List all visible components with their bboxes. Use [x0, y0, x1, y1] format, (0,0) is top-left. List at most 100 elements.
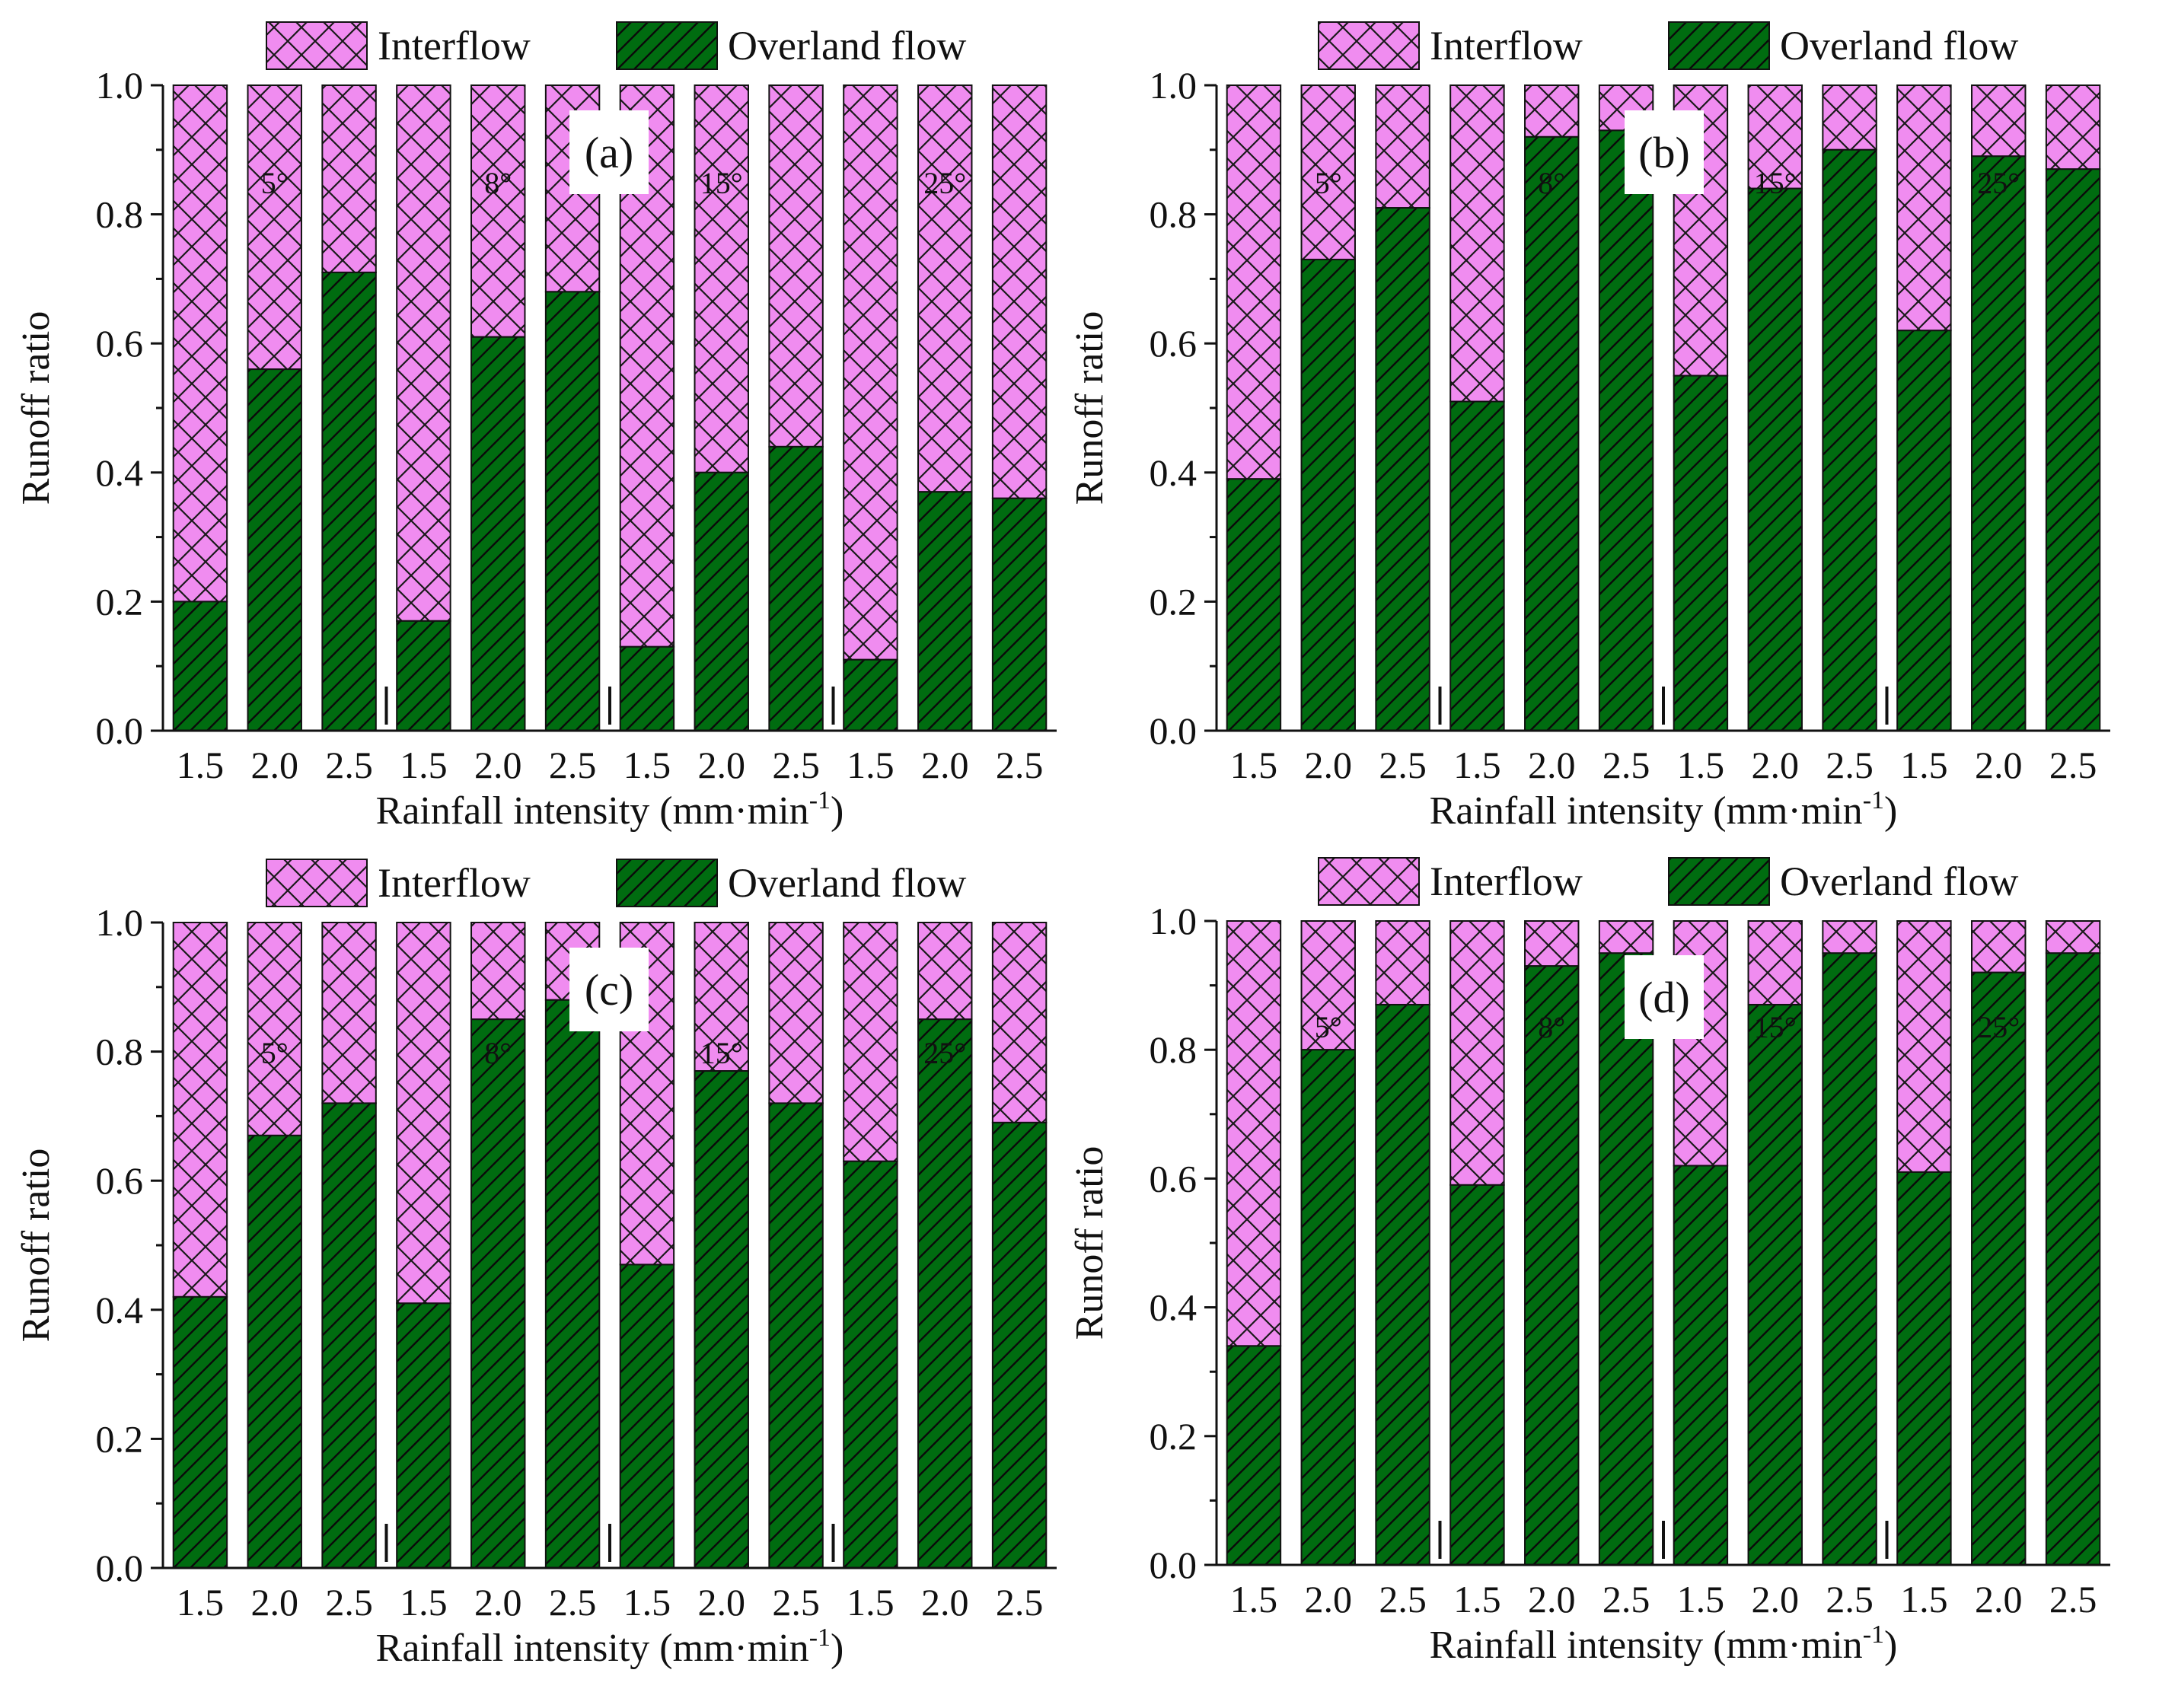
x-tick-label: 2.5: [1603, 1578, 1650, 1620]
bar-interflow: [1226, 920, 1282, 1347]
x-tick-label: 2.5: [1826, 1578, 1874, 1620]
x-tick-label: 2.0: [251, 744, 299, 786]
bar-overland-flow: [396, 620, 451, 732]
bar-overland-flow: [843, 658, 898, 731]
bar-overland-flow: [1747, 1003, 1803, 1566]
y-tick-label: 0.0: [1150, 709, 1197, 752]
bar-interflow: [172, 84, 228, 603]
panel-label-box: [1625, 955, 1704, 1039]
bar-interflow: [247, 922, 302, 1136]
bar-overland-flow: [1747, 187, 1803, 731]
x-tick-label: 2.5: [772, 1581, 820, 1624]
y-tick-label: 1.0: [1150, 900, 1197, 942]
x-tick-label: 2.0: [474, 1581, 522, 1624]
legend-label-overland-flow: Overland flow: [1780, 859, 2018, 904]
legend-label-overland-flow: Overland flow: [1780, 23, 2018, 69]
bar-overland-flow: [1673, 1165, 1729, 1566]
bar-overland-flow: [2045, 952, 2101, 1566]
legend-swatch-overland-flow: [616, 21, 718, 70]
y-tick-label: 0.8: [96, 1031, 144, 1073]
x-tick-label: 2.5: [549, 1581, 597, 1624]
legend-swatch-overland-flow: [1668, 857, 1770, 906]
x-tick-label: 2.0: [921, 1581, 969, 1624]
bar-overland-flow: [321, 271, 377, 732]
bar-overland-flow: [396, 1302, 451, 1569]
bar-overland-flow: [1971, 155, 2027, 731]
bar-interflow: [247, 84, 302, 371]
slope-label: 5°: [261, 1036, 289, 1070]
legend-label-interflow: Interflow: [1430, 859, 1583, 904]
x-tick-label: 2.0: [1528, 744, 1576, 786]
y-axis-title: Runoff ratio: [1068, 311, 1111, 505]
x-tick-label: 1.5: [1900, 1578, 1948, 1620]
bar-overland-flow: [1226, 1345, 1282, 1566]
y-tick-label: 1.0: [96, 64, 144, 107]
y-tick-label: 0.4: [1150, 451, 1197, 494]
bar-interflow: [396, 84, 451, 622]
bar-overland-flow: [917, 1018, 973, 1569]
bar-overland-flow: [470, 1018, 526, 1569]
slope-label: 15°: [1754, 1010, 1797, 1044]
x-tick-label: 1.5: [1453, 744, 1501, 786]
x-tick-label: 2.0: [1752, 1578, 1800, 1620]
x-tick-label: 1.5: [623, 744, 671, 786]
legend-swatch-interflow: [266, 21, 368, 70]
y-tick-label: 0.8: [96, 193, 144, 236]
y-tick-label: 0.4: [96, 1289, 144, 1331]
bar-overland-flow: [768, 1102, 824, 1569]
y-tick-label: 0.0: [96, 709, 144, 752]
y-tick-label: 0.6: [96, 1159, 144, 1202]
legend-swatch-overland-flow: [1668, 21, 1770, 70]
x-tick-label: 2.0: [698, 1581, 746, 1624]
bar-overland-flow: [247, 368, 302, 731]
bar-interflow: [1375, 920, 1430, 1005]
bar-interflow: [1449, 920, 1505, 1186]
bar-interflow: [1226, 84, 1282, 480]
bar-overland-flow: [1375, 207, 1430, 731]
bar-overland-flow: [470, 336, 526, 732]
y-tick-label: 0.4: [1150, 1286, 1197, 1329]
slope-label: 8°: [484, 166, 512, 200]
legend-label-overland-flow: Overland flow: [728, 23, 966, 69]
bar-overland-flow: [1598, 952, 1654, 1566]
x-tick-label: 2.5: [549, 744, 597, 786]
slope-label: 15°: [700, 1036, 743, 1070]
x-tick-label: 1.5: [1677, 744, 1725, 786]
y-axis-title: Runoff ratio: [14, 311, 58, 505]
x-tick-label: 1.5: [847, 1581, 895, 1624]
bar-interflow: [1822, 84, 1877, 151]
bar-overland-flow: [1896, 1171, 1952, 1566]
y-tick-label: 0.6: [96, 322, 144, 365]
x-tick-label: 2.5: [1379, 1578, 1427, 1620]
x-tick-label: 2.0: [1305, 1578, 1353, 1620]
bar-interflow: [694, 84, 749, 473]
panel-label-box: [569, 110, 649, 194]
bar-interflow: [1449, 84, 1505, 403]
legend-label-interflow: Interflow: [378, 860, 531, 906]
bar-interflow: [1971, 84, 2027, 158]
slope-label: 5°: [1315, 166, 1342, 200]
bar-interflow: [1896, 920, 1952, 1173]
x-tick-label: 2.0: [1975, 744, 2023, 786]
slope-label: 8°: [484, 1036, 512, 1070]
x-tick-label: 2.5: [772, 744, 820, 786]
bar-overland-flow: [1524, 965, 1580, 1566]
x-tick-label: 2.0: [698, 744, 746, 786]
bar-interflow: [1971, 920, 2027, 973]
bar-overland-flow: [544, 999, 601, 1569]
bar-overland-flow: [172, 1295, 228, 1569]
bar-overland-flow: [1375, 1003, 1430, 1566]
bar-overland-flow: [694, 471, 749, 731]
bar-overland-flow: [1822, 148, 1877, 732]
bar-overland-flow: [619, 1263, 675, 1569]
slope-label: 25°: [1977, 1010, 2020, 1044]
y-tick-label: 0.2: [96, 1417, 144, 1460]
bar-overland-flow: [247, 1134, 302, 1569]
bar-overland-flow: [1598, 129, 1654, 732]
slope-label: 25°: [923, 166, 966, 200]
x-axis-title: Rainfall intensity (mm·min-1): [376, 786, 844, 833]
y-tick-label: 0.2: [1150, 580, 1197, 623]
y-tick-label: 0.6: [1150, 322, 1197, 365]
y-tick-label: 1.0: [1150, 64, 1197, 107]
